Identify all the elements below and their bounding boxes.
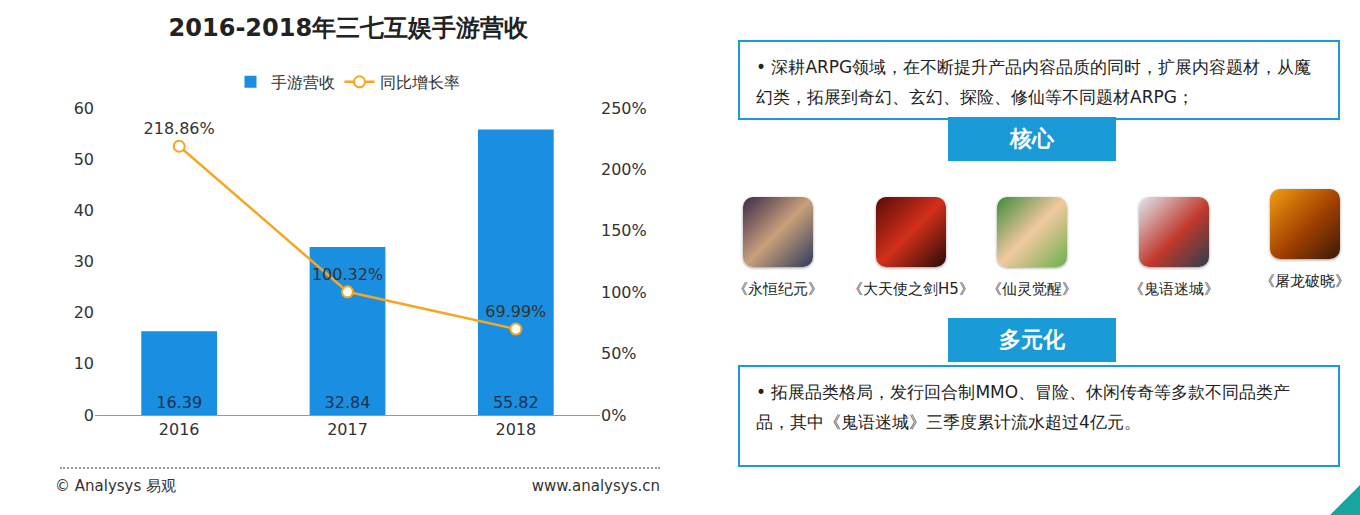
html-text:《大天使之剑H5》: 《大天使之剑H5》 xyxy=(848,280,974,298)
svg-text:30: 30 xyxy=(74,252,94,271)
html-text:《鬼语迷城》: 《鬼语迷城》 xyxy=(1129,280,1219,298)
svg-text:100.32%: 100.32% xyxy=(312,265,383,284)
svg-text:2018: 2018 xyxy=(495,420,536,439)
svg-text:200%: 200% xyxy=(601,160,647,179)
html-text:《仙灵觉醒》: 《仙灵觉醒》 xyxy=(987,280,1077,298)
html-text:多元化: 多元化 xyxy=(999,327,1065,352)
svg-text:2016: 2016 xyxy=(159,420,200,439)
svg-text:10: 10 xyxy=(74,354,94,373)
svg-text:2017: 2017 xyxy=(327,420,368,439)
svg-text:250%: 250% xyxy=(601,99,647,118)
svg-text:20: 20 xyxy=(74,303,94,322)
svg-text:0: 0 xyxy=(84,406,94,425)
svg-text:60: 60 xyxy=(74,99,94,118)
html-text:核心: 核心 xyxy=(1010,126,1054,151)
svg-text:150%: 150% xyxy=(601,221,647,240)
html-text:• 拓展品类格局，发行回合制MMO、冒险、休闲传奇等多款不同: • 拓展品类格局，发行回合制MMO、冒险、休闲传奇等多款不同品类产品，其中《鬼语… xyxy=(756,382,1291,432)
svg-text:同比增长率: 同比增长率 xyxy=(380,73,460,92)
html-text:© Analysys 易观: © Analysys 易观 xyxy=(55,477,177,495)
svg-text:0%: 0% xyxy=(601,406,626,425)
svg-text:100%: 100% xyxy=(601,283,647,302)
svg-text:32.84: 32.84 xyxy=(325,393,371,412)
svg-text:16.39: 16.39 xyxy=(156,393,202,412)
svg-text:218.86%: 218.86% xyxy=(144,119,215,138)
svg-text:2016-2018年三七互娱手游营收: 2016-2018年三七互娱手游营收 xyxy=(169,14,530,42)
html-text:《屠龙破晓》: 《屠龙破晓》 xyxy=(1260,272,1350,290)
svg-text:手游营收: 手游营收 xyxy=(271,73,335,92)
html-text:• 深耕ARPG领域，在不断提升产品内容品质的同时，扩展内容: • 深耕ARPG领域，在不断提升产品内容品质的同时，扩展内容题材，从魔幻类，拓展… xyxy=(756,57,1312,107)
svg-text:55.82: 55.82 xyxy=(493,393,539,412)
svg-text:50: 50 xyxy=(74,150,94,169)
svg-text:69.99%: 69.99% xyxy=(485,302,546,321)
html-text:www.analysys.cn: www.analysys.cn xyxy=(531,477,660,495)
svg-text:50%: 50% xyxy=(601,344,637,363)
html-text:《永恒纪元》: 《永恒纪元》 xyxy=(733,280,823,298)
svg-text:40: 40 xyxy=(74,201,94,220)
